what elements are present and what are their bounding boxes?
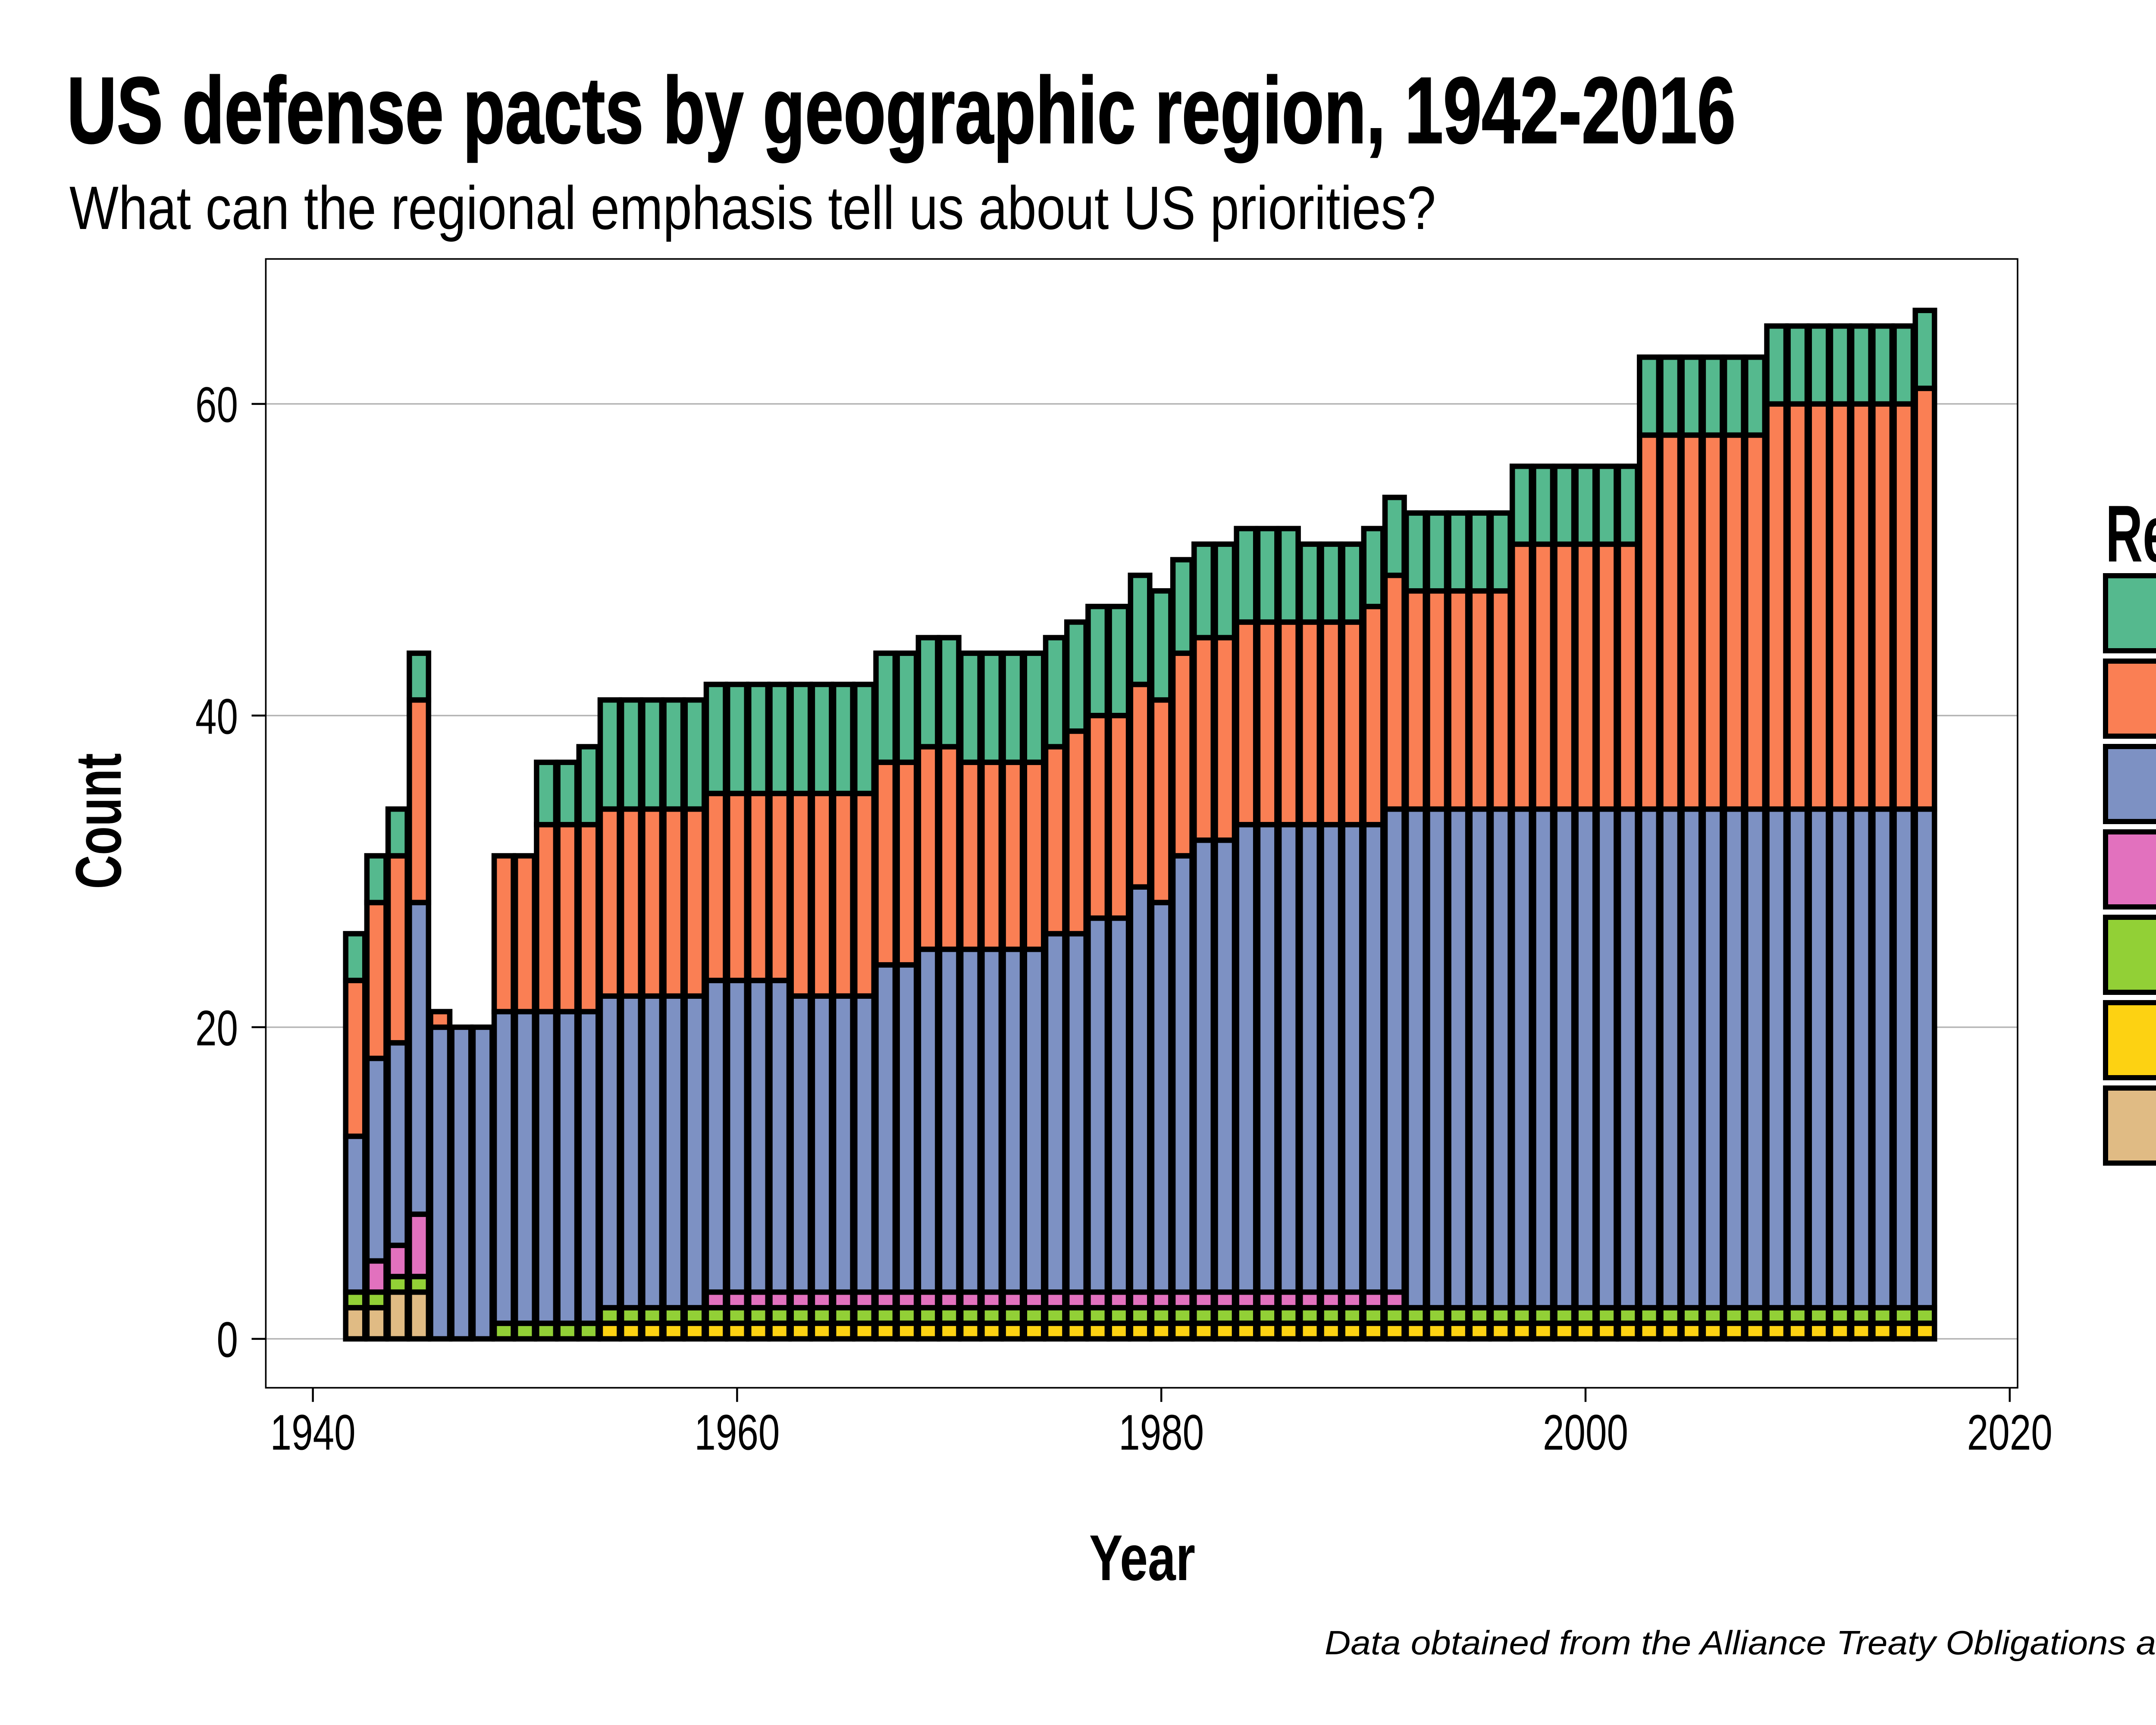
svg-text:Region: Region xyxy=(2106,489,2156,579)
svg-text:Count: Count xyxy=(62,753,135,889)
svg-text:1960: 1960 xyxy=(694,1405,780,1461)
svg-text:1980: 1980 xyxy=(1119,1405,1204,1461)
svg-text:1940: 1940 xyxy=(270,1405,356,1461)
svg-text:40: 40 xyxy=(195,688,238,744)
svg-text:What can the regional emphasis: What can the regional emphasis tell us a… xyxy=(69,174,1436,242)
svg-text:20: 20 xyxy=(195,1000,238,1056)
svg-text:Year: Year xyxy=(1089,1521,1195,1594)
svg-text:2000: 2000 xyxy=(1543,1405,1628,1461)
svg-text:60: 60 xyxy=(195,377,238,433)
svg-text:2020: 2020 xyxy=(1967,1405,2053,1461)
svg-text:Data obtained from the Allianc: Data obtained from the Alliance Treaty O… xyxy=(1325,1624,2156,1662)
svg-text:0: 0 xyxy=(217,1312,238,1368)
svg-text:US defense pacts by geographic: US defense pacts by geographic region, 1… xyxy=(67,58,1736,163)
